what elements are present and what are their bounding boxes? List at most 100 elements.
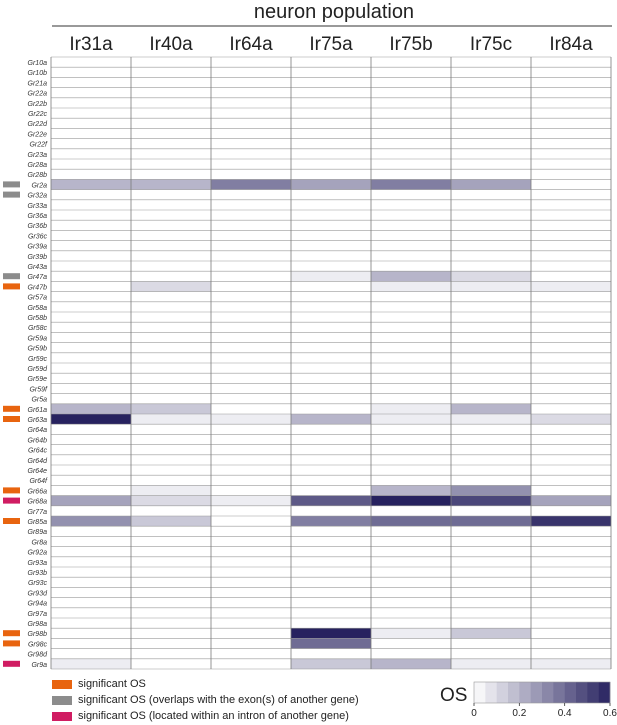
heatmap-cell — [371, 658, 451, 669]
row-label: Gr36c — [28, 233, 48, 240]
heatmap-cell — [291, 495, 371, 506]
colorbar-step — [598, 682, 611, 703]
chart-title: neuron population — [254, 1, 414, 23]
row-label: Gr57a — [28, 295, 48, 302]
row-marker — [3, 630, 20, 637]
heatmap-cell — [131, 179, 211, 190]
row-marker — [3, 191, 20, 198]
heatmap-cell — [211, 495, 291, 506]
row-label: Gr93a — [28, 560, 48, 567]
row-label: Gr22e — [28, 131, 48, 138]
heatmap-cell — [451, 516, 531, 527]
row-label: Gr22b — [28, 101, 48, 108]
colorbar-step — [542, 682, 554, 703]
row-label: Gr66a — [28, 488, 48, 495]
colorbar-tick-label: 0.4 — [558, 708, 572, 719]
heatmap-cell — [131, 281, 211, 292]
row-label: Gr59d — [28, 366, 49, 373]
row-label: Gr39b — [28, 254, 48, 261]
heatmap-cell — [451, 485, 531, 496]
legend-label: significant OS — [78, 678, 146, 691]
legend-item-within-intron: significant OS (located within an intron… — [52, 709, 452, 723]
row-marker — [3, 660, 20, 667]
heatmap-cell — [131, 485, 211, 496]
row-label: Gr64d — [28, 458, 49, 465]
heatmap-cell — [211, 179, 291, 190]
colorbar-step — [576, 682, 588, 703]
row-label: Gr77a — [28, 509, 48, 516]
row-label: Gr36a — [28, 213, 48, 220]
row-marker — [3, 416, 20, 422]
legend-label: significant OS (overlaps with the exon(s… — [78, 694, 359, 707]
row-label: Gr98b — [28, 631, 48, 638]
row-marker — [3, 487, 20, 494]
colorbar-step — [496, 682, 509, 703]
row-label: Gr2a — [31, 182, 47, 189]
row-label: Gr93c — [28, 580, 48, 587]
row-label: Gr47a — [28, 274, 48, 281]
heatmap-cell — [291, 638, 371, 649]
column-label: Ir40a — [149, 34, 193, 55]
row-label: Gr64c — [28, 448, 48, 455]
row-marker — [3, 640, 20, 647]
row-label: Gr28b — [28, 172, 48, 179]
colorbar-tick-label: 0 — [471, 708, 477, 719]
row-label: Gr10b — [28, 70, 48, 77]
heatmap-cell — [131, 403, 211, 414]
heatmap-cell — [531, 658, 611, 669]
colorbar: 0 0.2 0.4 0.6 — [471, 681, 617, 719]
row-label: Gr59a — [28, 335, 48, 342]
row-marker — [3, 273, 20, 280]
row-label: Gr22d — [28, 121, 49, 128]
row-label: Gr63a — [28, 417, 48, 424]
row-label: Gr98a — [28, 621, 48, 628]
colorbar-frame — [473, 681, 611, 704]
heatmap-cell — [371, 628, 451, 639]
heatmap-cell — [131, 414, 211, 425]
heatmap-cell — [291, 271, 371, 282]
colorbar-step — [519, 682, 531, 703]
row-label: Gr47b — [28, 284, 48, 291]
row-label: Gr58c — [28, 325, 48, 332]
column-label: Ir31a — [69, 34, 113, 55]
column-label: Ir84a — [549, 34, 593, 55]
row-label: Gr22c — [28, 111, 48, 118]
colorbar-step — [474, 682, 486, 703]
row-label: Gr21a — [28, 80, 48, 87]
row-label: Gr58b — [28, 315, 48, 322]
row-label: Gr64b — [28, 437, 48, 444]
colorbar-title: OS — [440, 685, 468, 706]
row-marker — [3, 283, 20, 290]
heatmap-cell — [451, 281, 531, 292]
heatmap-cells — [51, 179, 611, 669]
row-marker — [3, 181, 20, 188]
heatmap-cell — [451, 403, 531, 414]
row-label: Gr8a — [31, 539, 47, 546]
row-label: Gr61a — [28, 407, 48, 414]
row-label: Gr98c — [28, 641, 48, 648]
row-label: Gr64e — [28, 468, 48, 475]
legend-swatch-gray — [52, 695, 72, 705]
row-label: Gr59c — [28, 356, 48, 363]
row-label: Gr10a — [28, 60, 48, 67]
heatmap-cell — [291, 516, 371, 527]
row-label: Gr5a — [31, 397, 47, 404]
heatmap-cell — [51, 414, 131, 425]
colorbar-step — [587, 682, 599, 703]
row-labels: Gr10a Gr10b Gr21a Gr22a Gr22b Gr22c Gr22d Gr22e… — [28, 60, 49, 669]
heatmap-cell — [531, 495, 611, 506]
row-label: Gr59e — [28, 376, 48, 383]
heatmap-cell — [371, 271, 451, 282]
heatmap-cell — [451, 271, 531, 282]
heatmap-cell — [51, 403, 131, 414]
heatmap-cell — [451, 414, 531, 425]
row-label: Gr64a — [28, 427, 48, 434]
row-label: Gr93b — [28, 570, 48, 577]
heatmap-cell — [51, 179, 131, 190]
row-label: Gr59f — [29, 386, 48, 393]
heatmap-cell — [371, 485, 451, 496]
row-marker — [3, 518, 20, 524]
row-marker — [3, 405, 20, 412]
heatmap-cell — [371, 414, 451, 425]
